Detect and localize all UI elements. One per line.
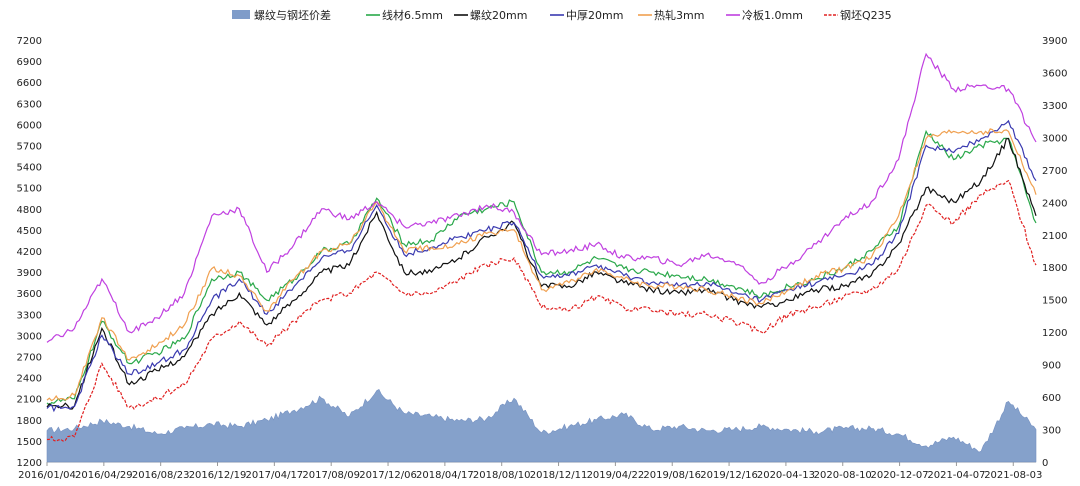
left-tick-label: 3300 [17,310,42,321]
right-tick-label: 1200 [1042,328,1067,339]
series-line-1 [46,129,1037,406]
left-tick-label: 6600 [17,78,42,89]
legend-label: 中厚20mm [566,9,623,22]
left-tick-label: 6900 [17,57,42,68]
left-tick-label: 1500 [17,437,42,448]
left-tick-label: 4200 [17,247,42,258]
series-line-3 [46,119,1037,413]
left-tick-label: 4500 [17,226,42,237]
series-line-5 [46,52,1037,343]
x-tick-label: 2018/04/17 [416,470,474,481]
x-tick-label: 2018/08/10 [473,470,531,481]
x-tick-label: 2020-04-13 [757,470,815,481]
left-tick-label: 2100 [17,395,42,406]
legend-label: 螺纹与钢坯价差 [254,8,331,22]
left-tick-label: 1200 [17,458,42,469]
series-line-4 [46,128,1037,402]
x-tick-label: 2019/04/22 [587,470,645,481]
left-tick-label: 5400 [17,163,42,174]
x-tick-label: 2016/01/04 [18,470,76,481]
legend-swatch-area [232,10,250,19]
plot-area [46,52,1037,463]
right-tick-label: 3900 [1042,36,1067,47]
x-tick-label: 2016/12/19 [189,470,247,481]
left-tick-label: 6000 [17,120,42,131]
x-tick-label: 2017/08/09 [302,470,360,481]
series-line-2 [46,137,1037,410]
left-tick-label: 6300 [17,99,42,110]
x-tick-label: 2016/04/29 [75,470,133,481]
right-tick-label: 2400 [1042,198,1067,209]
left-tick-label: 1800 [17,416,42,427]
x-tick-label: 2017/12/06 [359,470,417,481]
legend-label: 冷板1.0mm [742,8,803,22]
legend-label: 热轧3mm [654,8,704,22]
right-tick-label: 600 [1042,393,1061,404]
right-tick-label: 2100 [1042,231,1067,242]
x-axis: 2016/01/04 2016/04/29 2016/08/23 2016/12/19… [18,461,1042,481]
x-tick-label: 2021-04-07 [927,470,985,481]
x-tick-label: 2016/08/23 [132,470,190,481]
left-tick-label: 3600 [17,289,42,300]
right-tick-label: 1500 [1042,296,1067,307]
legend-label: 螺纹20mm [470,8,527,22]
right-tick-label: 2700 [1042,166,1067,177]
legend-label: 线材6.5mm [382,8,443,22]
left-tick-label: 3000 [17,331,42,342]
right-tick-label: 3600 [1042,68,1067,79]
right-tick-label: 3300 [1042,101,1067,112]
left-tick-label: 2700 [17,353,42,364]
series-area-spread [46,388,1037,463]
left-tick-label: 5100 [17,184,42,195]
series-line-6 [46,179,1037,442]
legend: 螺纹与钢坯价差 线材6.5mm 螺纹20mm 中厚20mm 热轧3mm 冷板1.0mm 钢坯… [232,8,892,22]
x-tick-label: 2018/12/11 [530,470,588,481]
legend-label: 钢坯Q235 [840,9,892,22]
x-tick-label: 2020-12-07 [871,470,929,481]
right-tick-label: 3000 [1042,133,1067,144]
left-tick-label: 4800 [17,205,42,216]
x-tick-label: 2017/04/17 [246,470,304,481]
right-tick-label: 900 [1042,361,1061,372]
right-tick-label: 0 [1042,458,1048,469]
left-tick-label: 3900 [17,268,42,279]
left-tick-label: 7200 [17,36,42,47]
right-tick-label: 300 [1042,426,1061,437]
left-tick-label: 2400 [17,374,42,385]
x-tick-label: 2021-08-03 [984,470,1042,481]
x-tick-label: 2020-08-10 [814,470,872,481]
right-tick-label: 1800 [1042,263,1067,274]
left-tick-label: 5700 [17,142,42,153]
right-axis: 0 300 600 900 1200 1500 1800 2100 2400 2700 3000 33… [1042,36,1067,469]
x-tick-label: 2019/08/16 [643,470,701,481]
left-axis: 1200 1500 1800 2100 2400 2700 3000 3300 3600 3900… [17,36,42,469]
x-tick-label: 2019/12/16 [700,470,758,481]
